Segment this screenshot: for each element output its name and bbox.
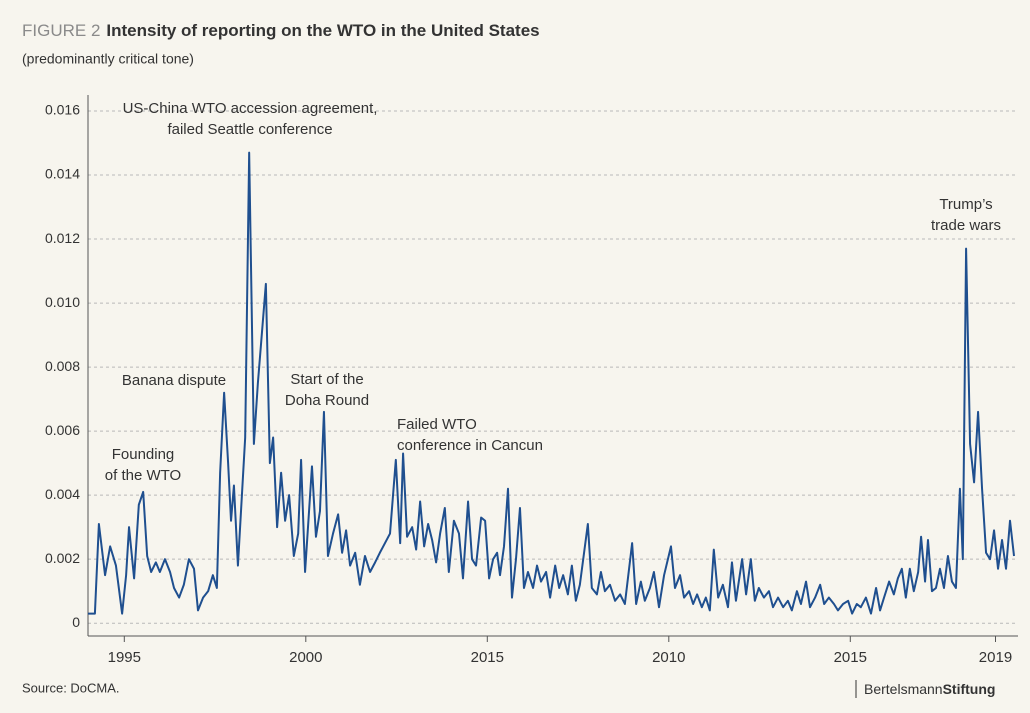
x-tick-label: 2015 bbox=[471, 649, 504, 666]
annotation: Failed WTO bbox=[397, 416, 477, 433]
y-tick-label: 0.010 bbox=[45, 294, 80, 310]
y-tick-label: 0.014 bbox=[45, 166, 80, 182]
y-tick-label: 0.004 bbox=[45, 486, 80, 502]
annotation: Banana dispute bbox=[122, 372, 226, 389]
y-tick-label: 0.012 bbox=[45, 230, 80, 246]
chart-title: Intensity of reporting on the WTO in the… bbox=[106, 21, 539, 40]
brand-light: Bertelsmann bbox=[864, 681, 943, 697]
x-tick-label: 2010 bbox=[652, 649, 685, 666]
annotation: Founding bbox=[112, 446, 175, 463]
x-tick-label: 2015 bbox=[834, 649, 867, 666]
chart-subtitle: (predominantly critical tone) bbox=[22, 51, 194, 67]
annotation: failed Seattle conference bbox=[167, 121, 332, 138]
x-tick-label: 1995 bbox=[108, 649, 141, 666]
y-tick-label: 0 bbox=[72, 614, 80, 630]
y-tick-label: 0.016 bbox=[45, 102, 80, 118]
annotation: US-China WTO accession agreement, bbox=[123, 100, 378, 117]
x-tick-label: 2000 bbox=[289, 649, 322, 666]
brand: BertelsmannStiftung bbox=[864, 681, 995, 697]
y-tick-label: 0.006 bbox=[45, 422, 80, 438]
annotation: Doha Round bbox=[285, 392, 369, 409]
y-tick-label: 0.008 bbox=[45, 358, 80, 374]
x-tick-label: 2019 bbox=[979, 649, 1012, 666]
y-tick-label: 0.002 bbox=[45, 550, 80, 566]
annotation: Trump’s bbox=[939, 196, 992, 213]
title-line: FIGURE 2 Intensity of reporting on the WT… bbox=[22, 21, 540, 40]
brand-bold: Stiftung bbox=[943, 681, 996, 697]
data-line bbox=[88, 151, 1016, 615]
annotation: of the WTO bbox=[105, 467, 181, 484]
annotation: Start of the bbox=[290, 371, 363, 388]
figure-label: FIGURE 2 bbox=[22, 21, 100, 40]
annotation: conference in Cancun bbox=[397, 437, 543, 454]
annotation: trade wars bbox=[931, 217, 1001, 234]
source: Source: DoCMA. bbox=[22, 680, 120, 695]
